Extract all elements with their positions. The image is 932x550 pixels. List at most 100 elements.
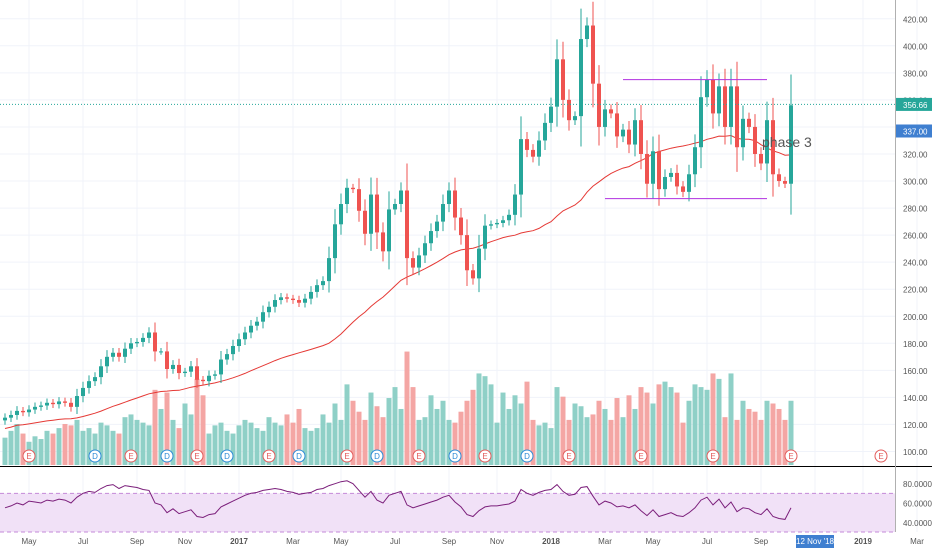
candle-body — [417, 255, 421, 268]
time-tick-label: Jul — [390, 537, 400, 546]
price-tick-label: 240.00 — [903, 259, 928, 268]
volume-bar — [788, 400, 794, 465]
volume-bar — [14, 424, 20, 465]
volume-bar — [722, 417, 728, 465]
volume-bar — [410, 387, 416, 465]
price-tick-label: 100.00 — [903, 448, 928, 457]
candle-body — [711, 79, 715, 114]
candle — [741, 105, 745, 161]
candle-body — [99, 366, 103, 378]
candle-body — [681, 186, 685, 192]
price-tick-label: 120.00 — [903, 421, 928, 430]
earnings-marker — [874, 449, 888, 463]
volume-bar — [422, 417, 428, 465]
candle — [789, 74, 793, 215]
candle-body — [309, 291, 313, 299]
volume-bar — [536, 425, 542, 465]
volume-bar — [464, 400, 470, 465]
candle-body — [237, 339, 241, 347]
volume-bar — [272, 422, 278, 465]
candle — [9, 410, 13, 422]
earnings-marker — [124, 449, 138, 463]
volume-bar — [626, 395, 632, 465]
volume-bar — [458, 411, 464, 465]
event-label: E — [194, 452, 199, 461]
volume-bar — [368, 392, 374, 465]
volume-bar — [80, 430, 86, 465]
volume-bar — [188, 414, 194, 465]
candle-body — [693, 147, 697, 175]
earnings-marker — [784, 449, 798, 463]
candle-body — [279, 297, 283, 301]
candle-body — [267, 306, 271, 313]
candle-body — [621, 129, 625, 137]
candle — [141, 333, 145, 347]
candle-body — [609, 109, 613, 114]
price-tick-label: 380.00 — [903, 69, 928, 78]
volume-bar — [338, 419, 344, 465]
event-label: E — [344, 452, 349, 461]
volume-bar — [248, 422, 254, 465]
candle — [411, 251, 415, 275]
volume-bar — [554, 387, 560, 465]
event-label: D — [92, 452, 98, 461]
candle-body — [135, 341, 139, 344]
volume-bar — [530, 419, 536, 465]
event-label: D — [524, 452, 530, 461]
rsi-band — [0, 493, 895, 532]
candle — [279, 292, 283, 305]
candle — [195, 358, 199, 388]
candle-body — [453, 190, 457, 218]
candle-body — [759, 153, 763, 164]
candle-body — [333, 224, 337, 259]
candle-body — [645, 153, 649, 184]
candle-body — [75, 396, 79, 407]
volume-bar — [50, 433, 56, 465]
candle-body — [285, 297, 289, 299]
volume-bar — [494, 422, 500, 465]
candle — [159, 348, 163, 355]
candle-body — [549, 106, 553, 123]
candle-body — [489, 224, 493, 226]
volume-bar — [104, 425, 110, 465]
candle — [207, 370, 211, 387]
dividend-marker — [88, 449, 102, 463]
volume-bar — [650, 403, 656, 465]
volume-bar — [380, 417, 386, 465]
candle — [489, 220, 493, 230]
candle-body — [723, 86, 727, 127]
candle — [729, 68, 733, 145]
candle — [15, 406, 19, 420]
earnings-marker — [562, 449, 576, 463]
volume-bar — [398, 408, 404, 465]
volume-bar — [404, 351, 410, 465]
candle-body — [249, 325, 253, 333]
volume-bar — [500, 392, 506, 465]
candle — [651, 136, 655, 199]
candle-body — [255, 321, 259, 326]
candle — [87, 375, 91, 394]
volume-bar — [224, 430, 230, 465]
time-tick-label: Nov — [490, 537, 504, 546]
candle — [441, 194, 445, 232]
candle — [129, 338, 133, 354]
candle-body — [789, 105, 793, 184]
candle-body — [147, 332, 151, 338]
price-tick-label: 140.00 — [903, 394, 928, 403]
candle-body — [21, 410, 25, 413]
price-tick-label: 220.00 — [903, 286, 928, 295]
volume-bar — [110, 430, 116, 465]
candle-body — [207, 375, 211, 382]
volume-bar — [92, 433, 98, 465]
candle — [405, 163, 409, 286]
volume-bar — [212, 425, 218, 465]
event-label: D — [164, 452, 170, 461]
candle — [153, 322, 157, 362]
candle-body — [747, 118, 751, 127]
volume-bar — [632, 408, 638, 465]
dividend-marker — [448, 449, 462, 463]
event-label: E — [26, 452, 31, 461]
candle — [231, 339, 235, 361]
candle-body — [705, 79, 709, 98]
